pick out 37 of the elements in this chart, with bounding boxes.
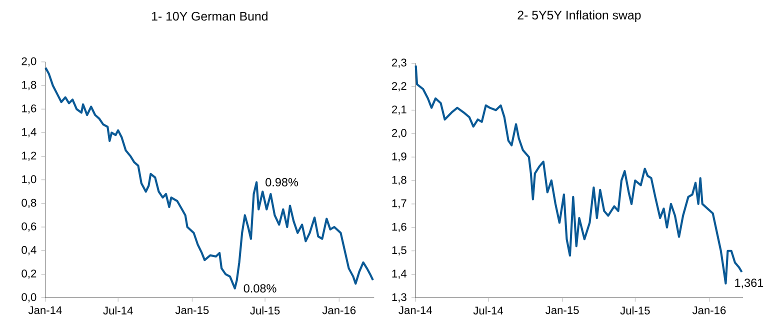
y-tick-label: 0,4 — [22, 246, 36, 256]
x-tick-label: Jan-16 — [692, 306, 726, 314]
y-tick-label: 1,9 — [392, 152, 406, 162]
chart-title: 1- 10Y German Bund — [152, 11, 268, 21]
annotation: 1,361 — [735, 278, 764, 288]
y-tick-label: 1,6 — [22, 104, 36, 114]
x-tick-label: Jan-16 — [322, 306, 356, 314]
x-tick-label: Jul-14 — [473, 306, 504, 314]
y-tick-label: 2,0 — [392, 128, 406, 138]
y-tick-label: 2,3 — [392, 58, 406, 68]
x-tick-label: Jul-15 — [620, 306, 650, 314]
y-tick-label: 1,5 — [392, 246, 406, 256]
annotation: 0.98% — [266, 178, 298, 186]
y-tick-label: 2,1 — [392, 106, 406, 115]
y-tick-label: 1,3 — [392, 293, 406, 302]
y-tick-label: 1,7 — [392, 199, 406, 208]
y-tick-label: 1,8 — [22, 80, 36, 90]
x-tick-label: Jul-14 — [103, 306, 133, 314]
chart-title: 2- 5Y5Y Inflation swap — [518, 10, 641, 22]
y-tick-label: 0,6 — [22, 222, 36, 232]
y-tick-label: 1,4 — [392, 270, 407, 279]
y-tick-label: 0,0 — [22, 293, 36, 302]
y-tick-label: 1,0 — [22, 175, 36, 184]
x-tick-label: Jul-15 — [250, 306, 280, 314]
y-tick-label: 0,2 — [22, 270, 36, 279]
y-tick-label: 1,2 — [22, 152, 36, 161]
y-tick-label: 0,8 — [22, 198, 36, 208]
y-tick-label: 2,2 — [392, 82, 406, 92]
x-tick-label: Jan-15 — [546, 306, 579, 314]
x-tick-label: Jan-14 — [398, 306, 432, 314]
x-tick-label: Jan-15 — [175, 306, 209, 314]
annotation: 0.08% — [244, 284, 276, 292]
y-tick-label: 1,8 — [392, 176, 406, 186]
y-tick-label: 1,6 — [392, 222, 406, 232]
x-tick-label: Jan-14 — [28, 306, 62, 314]
y-tick-label: 2,0 — [22, 57, 36, 66]
y-tick-label: 1,4 — [22, 128, 36, 138]
